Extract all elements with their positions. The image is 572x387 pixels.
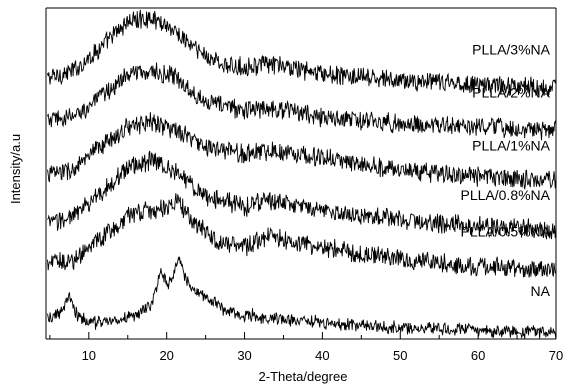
x-tick-label: 50 xyxy=(393,348,407,363)
series-label-plla-3-na: PLLA/3%NA xyxy=(472,41,550,57)
series-line-plla-0-5-na xyxy=(47,193,557,278)
x-tick-label: 60 xyxy=(471,348,485,363)
x-tick-label: 10 xyxy=(82,348,96,363)
x-tick-label: 20 xyxy=(159,348,173,363)
series-label-plla-0-5-na: PLLA/0.5%NA xyxy=(461,223,551,239)
series-label-plla-0-8-na: PLLA/0.8%NA xyxy=(461,187,551,203)
series-line-plla-2-na xyxy=(47,62,557,141)
series-line-plla-1-na xyxy=(47,112,557,190)
series-line-na xyxy=(47,256,557,340)
series-label-plla-1-na: PLLA/1%NA xyxy=(472,137,550,153)
series-label-plla-2-na: PLLA/2%NA xyxy=(472,84,550,100)
x-tick-label: 30 xyxy=(237,348,251,363)
series-labels: PLLA/3%NA PLLA/2%NA PLLA/1%NA PLLA/0.8%NA PL… xyxy=(461,41,551,299)
plot-area xyxy=(47,9,557,340)
series-line-plla-0-8-na xyxy=(47,150,557,240)
series-label-na: NA xyxy=(531,283,551,299)
series-line-plla-3-na xyxy=(47,9,557,97)
x-tick-label: 70 xyxy=(549,348,563,363)
axes: 10 20 30 40 50 60 70 xyxy=(45,7,563,363)
y-axis-label: Intensity/a.u xyxy=(8,134,23,204)
x-tick-label: 40 xyxy=(315,348,329,363)
x-axis-label: 2-Theta/degree xyxy=(259,369,348,384)
